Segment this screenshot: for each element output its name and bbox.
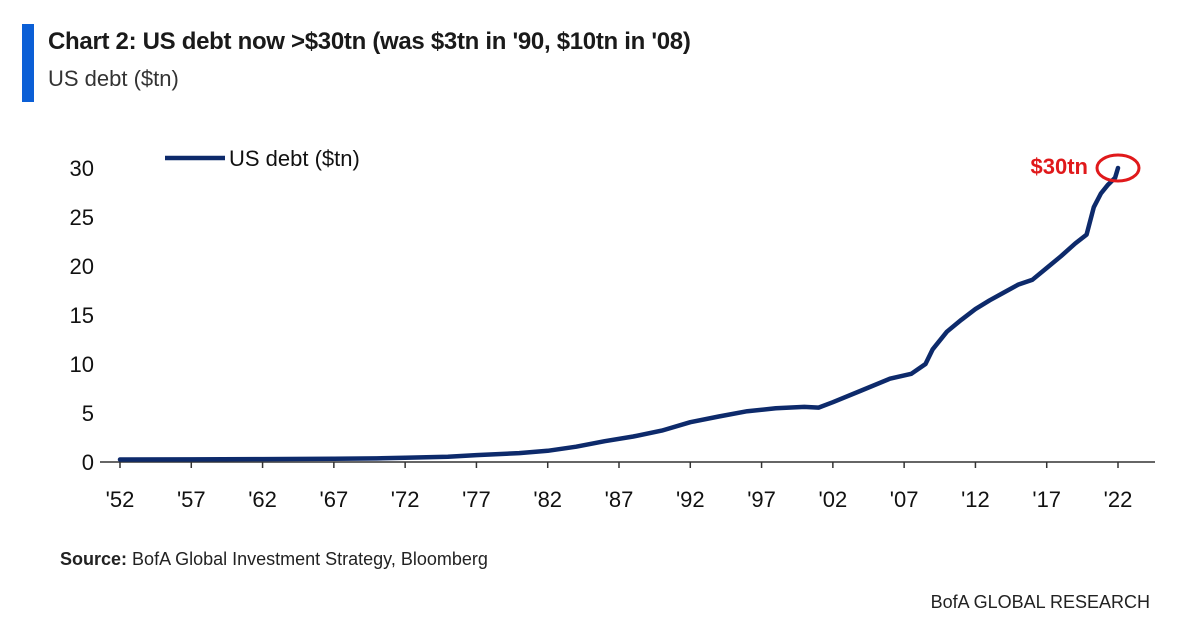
series-line-0 [117, 165, 1121, 462]
series-layer [117, 165, 1121, 462]
x-tick-label-6: '82 [533, 487, 562, 512]
y-tick-label-5: 5 [82, 401, 94, 426]
y-tick-label-0: 0 [82, 450, 94, 475]
x-tick-label-9: '97 [747, 487, 776, 512]
annotation-label-0: $30tn [1031, 154, 1088, 179]
chart-title: Chart 2: US debt now >$30tn (was $3tn in… [48, 28, 691, 55]
source-label: Source: [60, 549, 128, 569]
y-axis-ticks: 0 5 10 15 20 25 30 [70, 156, 94, 475]
x-tick-label-14: '22 [1104, 487, 1133, 512]
x-tick-label-2: '62 [248, 487, 277, 512]
x-tick-label-8: '92 [676, 487, 705, 512]
x-tick-label-10: '02 [819, 487, 848, 512]
y-tick-label-25: 25 [70, 205, 94, 230]
footer-brand: BofA GLOBAL RESEARCH [930, 592, 1150, 612]
x-tick-label-7: '87 [605, 487, 634, 512]
x-axis-ticks: '52 '57 '62 '67 '72 '77 '82 '87 '92 '97 '02 '07 '12 '… [106, 462, 1133, 512]
annotation-circle-0 [1095, 153, 1141, 183]
x-tick-label-4: '72 [391, 487, 420, 512]
chart-subtitle: US debt ($tn) [48, 66, 179, 91]
x-tick-label-13: '17 [1032, 487, 1061, 512]
legend: US debt ($tn) [165, 146, 360, 171]
y-tick-label-30: 30 [70, 156, 94, 181]
y-tick-label-10: 10 [70, 352, 94, 377]
x-tick-label-12: '12 [961, 487, 990, 512]
x-tick-label-0: '52 [106, 487, 135, 512]
x-tick-label-5: '77 [462, 487, 491, 512]
x-tick-label-11: '07 [890, 487, 919, 512]
source-text: BofA Global Investment Strategy, Bloombe… [132, 549, 488, 569]
x-tick-label-1: '57 [177, 487, 206, 512]
line-chart: 0 5 10 15 20 25 30 '52 '57 '62 '67 '72 '77 '82 '87 '92… [70, 146, 1155, 512]
annotations: $30tn [1031, 153, 1141, 183]
legend-label-us-debt: US debt ($tn) [229, 146, 360, 171]
title-accent-bar [22, 24, 34, 102]
x-tick-label-3: '67 [320, 487, 349, 512]
y-tick-label-15: 15 [70, 303, 94, 328]
source-note: Source: BofA Global Investment Strategy,… [60, 549, 488, 570]
y-tick-label-20: 20 [70, 254, 94, 279]
